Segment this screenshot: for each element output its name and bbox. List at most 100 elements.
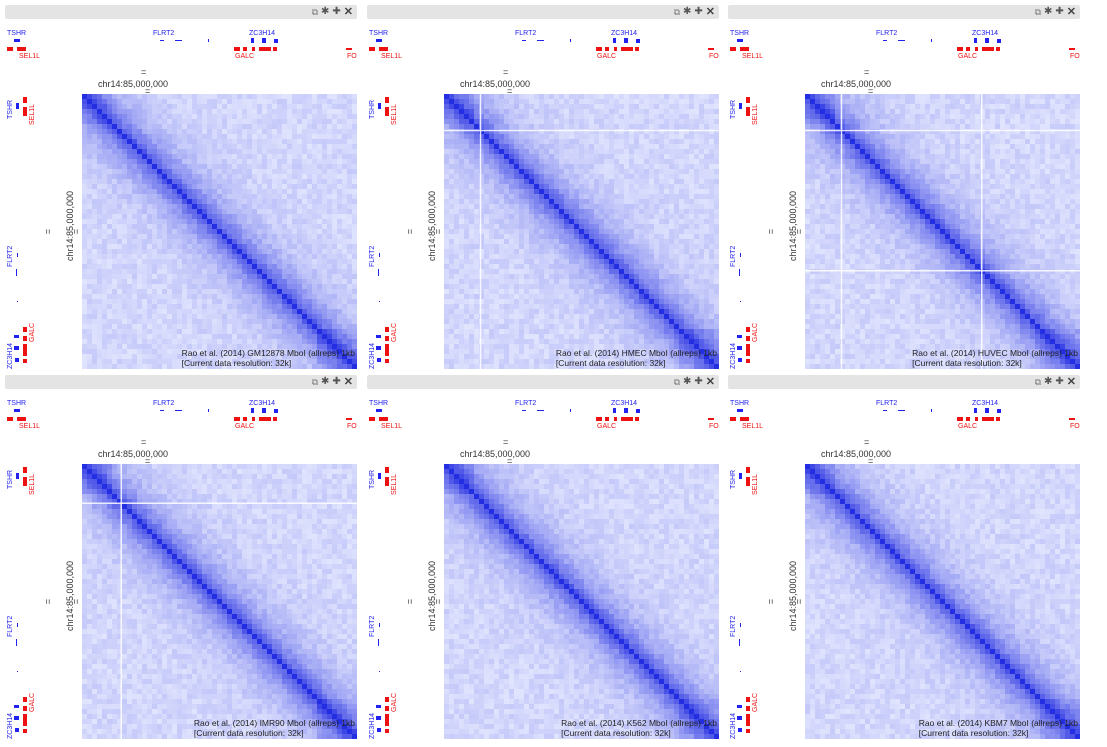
resize-handle-left[interactable]: = <box>433 598 444 605</box>
left-coordinate-label: chr14:85,000,000 <box>427 560 437 631</box>
plus-icon[interactable]: ✚ <box>1055 376 1064 387</box>
top-gene-track-marks <box>7 38 352 51</box>
dataset-label: Rao et al. (2014) HUVEC MboI (allreps) 1… <box>912 348 1078 368</box>
dataset-label: Rao et al. (2014) IMR90 MboI (allreps) 1… <box>194 718 355 738</box>
gene-label: FO <box>709 423 719 430</box>
left-coordinate-label: chr14:85,000,000 <box>65 560 75 631</box>
dataset-name: Rao et al. (2014) GM12878 MboI (allreps)… <box>181 348 355 358</box>
view-header: ⧉ ✱ ✚ ✕ <box>5 5 357 19</box>
left-coordinate-label: chr14:85,000,000 <box>788 190 798 261</box>
resolution-text: [Current data resolution: 32k] <box>193 728 304 738</box>
view-header: ⧉ ✱ ✚ ✕ <box>5 375 357 389</box>
gene-label: TSHR <box>369 99 376 119</box>
gene-label: FO <box>347 53 357 60</box>
resize-handle-left[interactable]: = <box>794 228 805 235</box>
view-header: ⧉ ✱ ✚ ✕ <box>728 375 1080 389</box>
gene-label: TSHR <box>730 469 737 489</box>
gene-label: SEL1L <box>742 53 764 60</box>
view-header-icons: ⧉ ✱ ✚ ✕ <box>674 375 715 389</box>
view-header: ⧉ ✱ ✚ ✕ <box>728 5 1080 19</box>
contact-heatmap[interactable]: Rao et al. (2014) HUVEC MboI (allreps) 1… <box>805 94 1080 369</box>
resize-handle-left[interactable]: = <box>71 228 82 235</box>
resize-handle-left[interactable]: = <box>405 598 416 605</box>
resize-handle-left[interactable]: = <box>71 598 82 605</box>
resize-handle-left[interactable]: = <box>766 598 777 605</box>
close-icon[interactable]: ✕ <box>343 6 353 18</box>
copy-icon[interactable]: ⧉ <box>673 377 680 387</box>
gene-label: TSHR <box>7 469 14 489</box>
gene-label: SEL1L <box>742 423 764 430</box>
copy-icon[interactable]: ⧉ <box>673 7 680 17</box>
resize-handle-left[interactable]: = <box>405 228 416 235</box>
gear-icon[interactable]: ✱ <box>1044 6 1053 17</box>
plus-icon[interactable]: ✚ <box>694 6 703 17</box>
close-icon[interactable]: ✕ <box>343 376 353 388</box>
gene-label: FLRT2 <box>153 30 175 37</box>
resize-handle-top[interactable]: = <box>141 437 147 447</box>
crosshair-vertical <box>120 464 122 739</box>
gene-label: GALC <box>752 322 759 342</box>
resize-handle-left[interactable]: = <box>43 598 54 605</box>
copy-icon[interactable]: ⧉ <box>1034 7 1041 17</box>
resize-handle-top[interactable]: = <box>503 67 509 77</box>
contact-heatmap[interactable]: Rao et al. (2014) GM12878 MboI (allreps)… <box>82 94 357 369</box>
resize-handle-top[interactable]: = <box>864 437 870 447</box>
resize-handle-top[interactable]: = <box>503 437 509 447</box>
resolution-text: [Current data resolution: 32k] <box>181 358 292 368</box>
top-coordinate-label: chr14:85,000,000 <box>98 449 169 459</box>
resize-handle-top[interactable]: = <box>507 456 513 466</box>
gene-label: ZC3H14 <box>730 342 737 369</box>
copy-icon[interactable]: ⧉ <box>311 7 318 17</box>
dataset-name: Rao et al. (2014) KBM7 MboI (allreps) 1k… <box>918 718 1078 728</box>
resize-handle-top[interactable]: = <box>145 456 151 466</box>
gene-label: GALC <box>235 53 255 60</box>
gene-label: TSHR <box>7 99 14 119</box>
plus-icon[interactable]: ✚ <box>694 376 703 387</box>
dataset-label: Rao et al. (2014) GM12878 MboI (allreps)… <box>182 348 355 368</box>
resize-handle-left[interactable]: = <box>43 228 54 235</box>
resize-handle-top[interactable]: = <box>868 86 874 96</box>
contact-heatmap[interactable]: Rao et al. (2014) HMEC MboI (allreps) 1k… <box>444 94 719 369</box>
plus-icon[interactable]: ✚ <box>1055 6 1064 17</box>
plus-icon[interactable]: ✚ <box>332 6 341 17</box>
gear-icon[interactable]: ✱ <box>321 6 330 17</box>
copy-icon[interactable]: ⧉ <box>1034 377 1041 387</box>
resize-handle-top[interactable]: = <box>507 86 513 96</box>
resize-handle-left[interactable]: = <box>766 228 777 235</box>
copy-icon[interactable]: ⧉ <box>311 377 318 387</box>
contact-heatmap[interactable]: Rao et al. (2014) IMR90 MboI (allreps) 1… <box>82 464 357 739</box>
top-gene-track-marks <box>7 408 352 421</box>
gear-icon[interactable]: ✱ <box>683 6 692 17</box>
gene-label: TSHR <box>369 30 389 37</box>
gene-label: ZC3H14 <box>249 400 276 407</box>
resize-handle-left[interactable]: = <box>433 228 444 235</box>
gear-icon[interactable]: ✱ <box>683 376 692 387</box>
close-icon[interactable]: ✕ <box>1066 6 1076 18</box>
gene-label: SEL1L <box>391 103 398 125</box>
resize-handle-top[interactable]: = <box>141 67 147 77</box>
gene-label: FLRT2 <box>876 30 898 37</box>
contact-heatmap[interactable]: Rao et al. (2014) K562 MboI (allreps) 1k… <box>444 464 719 739</box>
gear-icon[interactable]: ✱ <box>1044 376 1053 387</box>
plus-icon[interactable]: ✚ <box>332 376 341 387</box>
resize-handle-top[interactable]: = <box>868 456 874 466</box>
gene-label: SEL1L <box>752 473 759 495</box>
dataset-name: Rao et al. (2014) K562 MboI (allreps) 1k… <box>561 718 717 728</box>
view-header-icons: ⧉ ✱ ✚ ✕ <box>312 5 353 19</box>
left-coordinate-label: chr14:85,000,000 <box>427 190 437 261</box>
gear-icon[interactable]: ✱ <box>321 376 330 387</box>
close-icon[interactable]: ✕ <box>705 6 715 18</box>
hic-view-panel-6: ⧉ ✱ ✚ ✕ TSHR FLRT2 ZC3H14 SEL1L GALC FO … <box>728 375 1080 741</box>
gene-label: ZC3H14 <box>972 30 999 37</box>
resize-handle-left[interactable]: = <box>794 598 805 605</box>
gene-label: TSHR <box>730 400 750 407</box>
close-icon[interactable]: ✕ <box>1066 376 1076 388</box>
contact-heatmap[interactable]: Rao et al. (2014) KBM7 MboI (allreps) 1k… <box>805 464 1080 739</box>
resize-handle-top[interactable]: = <box>864 67 870 77</box>
resize-handle-top[interactable]: = <box>145 86 151 96</box>
close-icon[interactable]: ✕ <box>705 376 715 388</box>
gene-label: FO <box>347 423 357 430</box>
dataset-name: Rao et al. (2014) IMR90 MboI (allreps) 1… <box>193 718 355 728</box>
hic-view-panel-1: ⧉ ✱ ✚ ✕ TSHR FLRT2 ZC3H14 SEL1L GALC FO … <box>5 5 357 371</box>
dataset-label: Rao et al. (2014) K562 MboI (allreps) 1k… <box>561 718 717 738</box>
